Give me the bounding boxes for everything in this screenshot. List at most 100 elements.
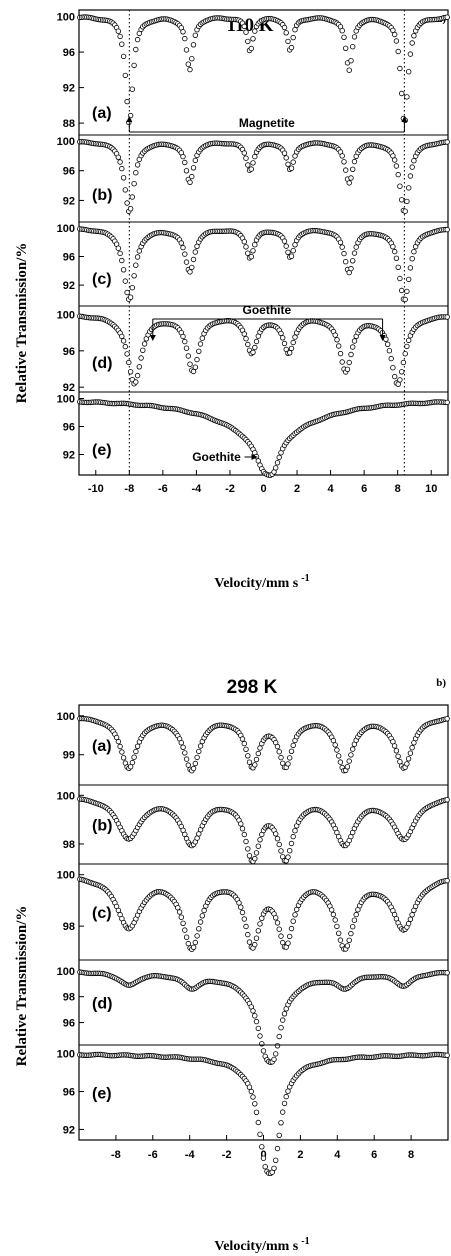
chart-110k-series-3-point — [334, 337, 340, 343]
chart-298k-series-0-point — [134, 743, 141, 749]
chart-110k-series-3-point — [390, 365, 396, 371]
chart-298k-series-3-point — [274, 1043, 281, 1049]
chart-110k-series-0-point — [444, 14, 450, 20]
chart-110k-series-1-point — [285, 161, 291, 167]
chart-110k-series-3-point — [119, 333, 125, 340]
chart-110k-series-1-point — [346, 180, 352, 186]
chart-110k-series-2-point — [252, 241, 258, 248]
chart-110k-series-3-point — [344, 366, 351, 372]
chart-110k-series-2-point — [133, 262, 139, 268]
chart-110k-series-0-point — [119, 41, 125, 47]
chart-110k-series-3-point — [127, 369, 134, 375]
chart-298k-series-0-point — [276, 749, 282, 755]
chart-110k-series-0-point — [122, 72, 128, 79]
chart-298k-series-3-point — [257, 1033, 263, 1039]
chart-298k-series-2-point — [346, 937, 352, 943]
chart-110k-series-1-point — [245, 162, 251, 168]
chart-110k-annotation-2: Goethite — [192, 450, 241, 464]
chart-298k-series-0-point — [337, 759, 344, 765]
chart-298k-series-0-point — [241, 740, 247, 747]
chart-110k-xtick-label-4: -2 — [225, 483, 235, 495]
chart-110k-series-3-point — [196, 348, 202, 354]
chart-110k-series-1-point — [402, 208, 408, 214]
chart-298k-series-0-point — [288, 748, 295, 754]
chart-110k-panel-4-ytick-label-0: 92 — [63, 450, 75, 462]
chart-298k-series-0-point — [393, 748, 400, 754]
chart-110k-series-1-point — [409, 164, 415, 170]
chart-110k-series-3-point — [385, 341, 391, 347]
chart-298k-series-label-3: (d) — [92, 996, 112, 1013]
chart-110k-series-0-point — [129, 86, 135, 92]
chart-110k-series-0-point — [183, 47, 190, 53]
chart-110k-series-0-point — [180, 29, 186, 35]
chart-110k-series-2-point — [444, 226, 450, 233]
chart-298k-series-0-point — [243, 746, 249, 752]
chart-298k-series-0-point — [180, 744, 186, 750]
chart-110k-series-1-point — [393, 163, 400, 169]
chart-110k-annotation-arrowhead-2 — [251, 454, 258, 460]
chart-298k-panel-2-ytick-label-1: 100 — [57, 870, 75, 882]
chart-298k-series-2-point — [290, 918, 296, 924]
chart-110k-series-2-point — [117, 250, 123, 257]
chart-298k-series-4-point — [280, 1109, 286, 1115]
chart-110k-series-2-point — [353, 244, 359, 250]
chart-110k-series-3-point — [199, 335, 205, 341]
chart-298k-series-1-point — [292, 828, 298, 834]
chart-110k-series-1-point — [392, 157, 398, 163]
chart-110k-series-0-point — [292, 27, 298, 33]
chart-298k-series-0-point — [196, 748, 202, 755]
chart-298k-series-1-point — [243, 838, 249, 845]
chart-110k-series-0-point — [250, 36, 256, 42]
chart-298k-series-2-point — [238, 904, 244, 910]
chart-298k-series-3-point — [250, 1008, 256, 1014]
chart-110k-series-1-point — [395, 171, 401, 178]
chart-298k-series-4-points — [77, 1051, 450, 1176]
chart-298k-series-2-point — [197, 919, 204, 925]
chart-298k-panel-0-ytick-label-1: 100 — [57, 711, 75, 723]
chart-110k-series-1-point — [241, 150, 247, 156]
chart-298k-series-2-point — [245, 931, 251, 938]
chart-298k-series-2-point — [243, 923, 249, 930]
chart-110k-series-3-point — [397, 377, 403, 383]
chart-110k-series-0-point — [243, 29, 249, 35]
chart-110k-series-0-point — [397, 65, 403, 72]
chart-110k-series-1-point — [348, 175, 354, 181]
chart-110k-series-0-point — [339, 28, 345, 34]
chart-110k-series-0-point — [346, 67, 352, 73]
chart-298k-series-2-point — [178, 914, 184, 920]
chart-110k-series-1-point — [407, 173, 414, 179]
chart-298k-series-2-point — [444, 877, 450, 884]
chart-110k-series-3-point — [138, 355, 144, 361]
chart-110k-annotation-0: Magnetite — [239, 116, 295, 130]
chart-298k-xlabel-text: Velocity/mm s — [214, 1239, 298, 1254]
chart-298k-series-1-point — [241, 831, 247, 838]
chart-110k-panel-4-ytick-label-2: 100 — [57, 394, 75, 406]
chart-110k-series-1-point — [252, 153, 258, 160]
chart-298k-series-label-2: (c) — [92, 905, 112, 922]
chart-110k-series-2-point — [245, 250, 251, 256]
chart-110k-series-1-point — [399, 197, 405, 203]
chart-110k-series-label-2: (c) — [92, 271, 112, 288]
chart-110k-xtick-label-0: -10 — [88, 483, 104, 495]
chart-298k-series-0-point — [395, 753, 401, 759]
chart-110k-xtick-label-7: 4 — [328, 483, 335, 495]
chart-298k-series-4-point — [271, 1165, 277, 1171]
chart-110k-series-0-point — [288, 44, 295, 51]
chart-298k-panel-2-ytick-label-0: 98 — [63, 921, 75, 933]
chart-298k-series-2-point — [255, 928, 261, 934]
chart-110k-series-3-point — [120, 338, 127, 344]
chart-110k-series-3-point — [406, 337, 412, 344]
chart-298k-series-3-point — [281, 1011, 288, 1017]
chart-110k-series-3-point — [399, 369, 405, 375]
chart-110k-series-0-point — [348, 58, 354, 64]
chart-298k-series-4-point — [444, 1052, 450, 1058]
chart-110k-series-2-point — [131, 273, 137, 279]
chart-298k-series-3-point — [255, 1025, 261, 1032]
chart-298k-series-4-point — [250, 1094, 256, 1100]
chart-110k-series-2-point — [129, 285, 135, 291]
chart-110k-annotation-arrowhead-left-0 — [126, 116, 133, 122]
chart-110k-series-2-point — [343, 259, 349, 265]
chart-110k-series-2-point — [241, 238, 247, 245]
chart-110k-series-4-points — [77, 399, 450, 478]
